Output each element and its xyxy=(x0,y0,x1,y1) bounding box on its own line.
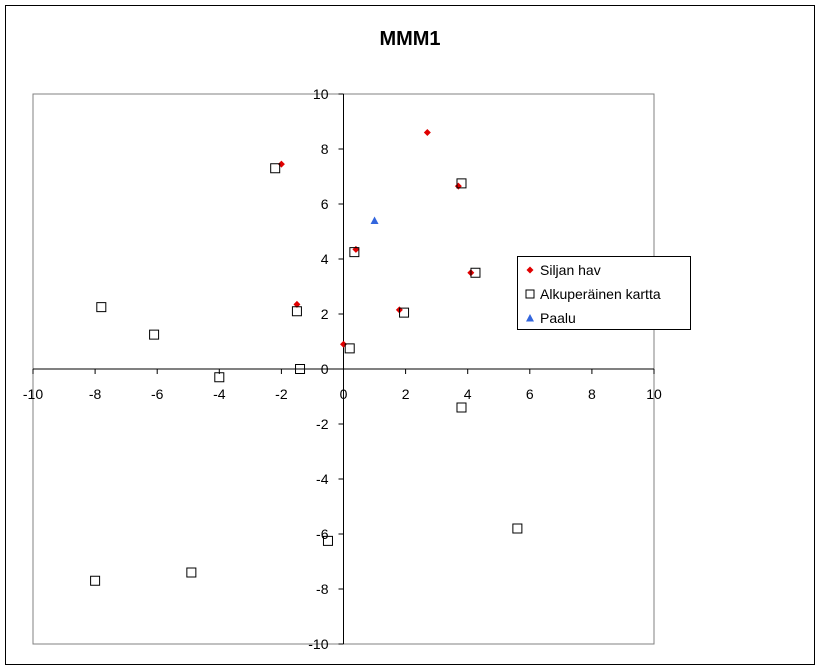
x-tick-label: 2 xyxy=(402,386,410,402)
data-point-series-2 xyxy=(370,216,379,224)
diamond-marker-icon xyxy=(524,260,536,280)
data-point-series-1 xyxy=(470,267,481,278)
data-point-series-1 xyxy=(349,247,360,258)
legend: Siljan hav Alkuperäinen kartta Paalu xyxy=(517,256,691,330)
x-tick-label: 4 xyxy=(464,386,472,402)
data-point-series-1 xyxy=(512,523,523,534)
legend-label: Siljan hav xyxy=(540,262,601,278)
data-point-series-1 xyxy=(90,575,101,586)
x-tick-label: -2 xyxy=(275,386,288,402)
y-tick-label: 6 xyxy=(321,196,329,212)
data-point-series-1 xyxy=(270,163,281,174)
chart-title: MMM1 xyxy=(379,28,441,50)
legend-item-alkuperainen-kartta: Alkuperäinen kartta xyxy=(524,284,661,304)
data-point-series-1 xyxy=(399,307,410,318)
y-tick-label: 0 xyxy=(321,361,329,377)
data-point-series-1 xyxy=(456,402,467,413)
x-tick-label: 8 xyxy=(588,386,596,402)
y-tick-label: -6 xyxy=(316,526,329,542)
x-tick-label: -4 xyxy=(213,386,226,402)
data-point-series-1 xyxy=(96,302,107,313)
square-marker-icon xyxy=(524,284,536,304)
x-tick-label: -8 xyxy=(89,386,102,402)
data-point-series-1 xyxy=(456,178,467,189)
data-point-series-1 xyxy=(295,364,306,374)
y-tick-label: -8 xyxy=(316,581,329,597)
x-tick-label: 0 xyxy=(340,386,348,402)
data-point-series-1 xyxy=(322,535,333,546)
legend-item-siljan-hav: Siljan hav xyxy=(524,260,601,280)
data-point-series-0 xyxy=(423,129,431,136)
legend-label: Paalu xyxy=(540,310,576,326)
x-tick-label: -10 xyxy=(23,386,43,402)
data-point-series-1 xyxy=(344,343,355,354)
axes: -10 -8 -6 -4 -2 0 2 4 6 8 10 -10 -8 -6 -4 -2 0 2 4 6 8 10 xyxy=(23,86,662,652)
y-tick-label: 10 xyxy=(313,86,329,102)
data-point-series-1 xyxy=(214,372,225,383)
y-tick-label: -10 xyxy=(308,636,328,652)
triangle-marker-icon xyxy=(524,308,536,328)
data-point-series-1 xyxy=(149,329,160,340)
y-tick-label: 4 xyxy=(321,251,329,267)
y-tick-label: 8 xyxy=(321,141,329,157)
legend-label: Alkuperäinen kartta xyxy=(540,286,661,302)
data-point-series-0 xyxy=(293,300,301,308)
y-tick-label: -2 xyxy=(316,416,329,432)
legend-item-paalu: Paalu xyxy=(524,308,576,328)
data-point-series-1 xyxy=(291,306,302,317)
y-tick-label: 2 xyxy=(321,306,329,322)
data-point-series-1 xyxy=(186,567,197,578)
x-tick-label: 6 xyxy=(526,386,534,402)
x-tick-label: 10 xyxy=(646,386,662,402)
x-tick-label: -6 xyxy=(151,386,164,402)
y-tick-label: -4 xyxy=(316,471,329,487)
data-points xyxy=(90,129,523,586)
